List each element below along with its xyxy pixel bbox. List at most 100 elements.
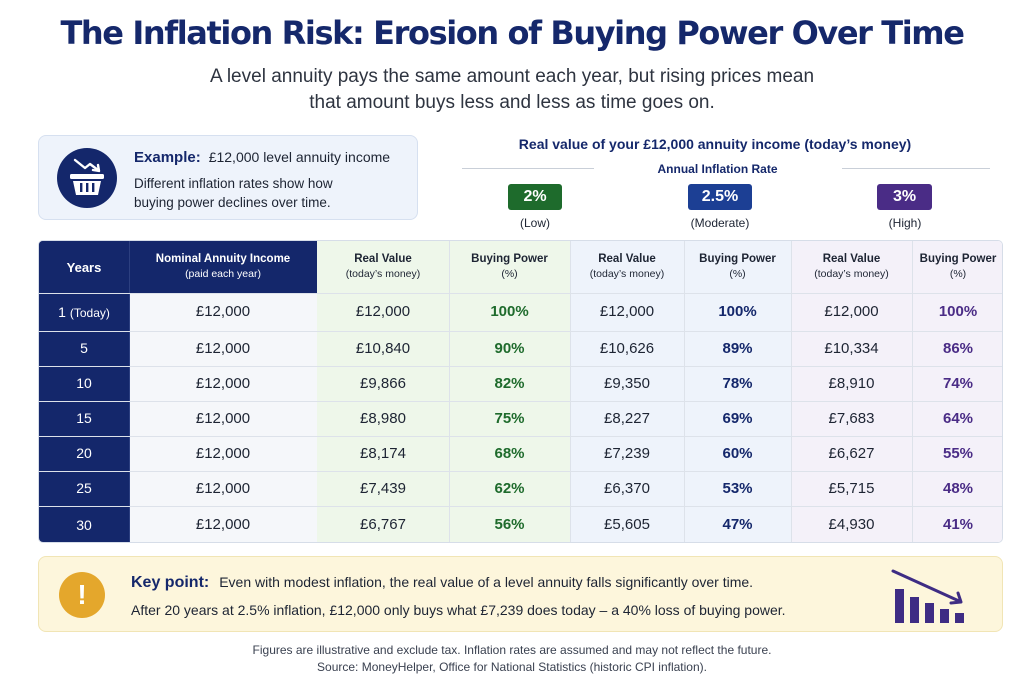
buying-power-low-cell: 62% bbox=[494, 480, 525, 497]
rate-badge-moderate: 2.5% bbox=[688, 184, 752, 210]
nominal-cell: £12,000 bbox=[195, 340, 251, 357]
real-value-high-cell: £12,000 bbox=[824, 303, 879, 320]
year-cell: 5 bbox=[39, 331, 129, 366]
header-buying-power-high: Buying Power (%) bbox=[919, 253, 997, 280]
header-real-value-high: Real Value (today’s money) bbox=[814, 253, 889, 280]
nominal-cell: £12,000 bbox=[195, 480, 251, 497]
header-nominal: Nominal Annuity Income (paid each year) bbox=[155, 253, 291, 280]
page-subtitle: A level annuity pays the same amount eac… bbox=[140, 64, 884, 116]
rate-badge-high: 3% bbox=[877, 184, 932, 210]
inflation-table: Years Nominal Annuity Income (paid each … bbox=[38, 240, 1003, 543]
row-divider bbox=[39, 293, 1002, 294]
rate-badge-low: 2% bbox=[508, 184, 562, 210]
year-cell: 20 bbox=[39, 436, 129, 471]
row-divider bbox=[39, 506, 1002, 507]
buying-power-moderate-cell: 89% bbox=[722, 340, 753, 357]
declining-bars-icon bbox=[889, 565, 969, 632]
header-real-value-low: Real Value (today’s money) bbox=[345, 253, 421, 280]
example-panel: Example: £12,000 level annuity income Dif… bbox=[38, 135, 418, 220]
nominal-cell: £12,000 bbox=[195, 410, 251, 427]
year-cell: 1 (Today) bbox=[39, 293, 129, 331]
rate-label-moderate: (Moderate) bbox=[690, 216, 750, 230]
year-value: 1 bbox=[58, 304, 66, 320]
buying-power-moderate-cell: 47% bbox=[722, 516, 753, 533]
buying-power-moderate-cell: 53% bbox=[722, 480, 753, 497]
year-value: 30 bbox=[76, 517, 92, 533]
year-value: 20 bbox=[76, 445, 92, 461]
real-value-high-cell: £10,334 bbox=[824, 340, 879, 357]
column-divider bbox=[570, 241, 571, 542]
nominal-cell: £12,000 bbox=[195, 303, 251, 320]
buying-power-high-cell: 64% bbox=[942, 410, 974, 427]
example-desc-line-2: buying power declines over time. bbox=[134, 195, 331, 210]
buying-power-high-cell: 74% bbox=[942, 375, 974, 392]
year-value: 15 bbox=[76, 410, 92, 426]
real-value-moderate-cell: £9,350 bbox=[604, 375, 650, 392]
buying-power-low-cell: 68% bbox=[494, 445, 525, 462]
key-point-line-2: After 20 years at 2.5% inflation, £12,00… bbox=[131, 602, 786, 618]
buying-power-high-cell: 48% bbox=[942, 480, 974, 497]
year-value: 10 bbox=[76, 375, 92, 391]
key-point-label: Key point: bbox=[131, 574, 210, 591]
moderate-rate-column-bg bbox=[570, 241, 791, 542]
row-divider bbox=[39, 331, 1002, 332]
buying-power-low-cell: 75% bbox=[494, 410, 525, 427]
low-rate-column-bg bbox=[317, 241, 570, 542]
exclamation-icon: ! bbox=[59, 572, 105, 618]
real-value-moderate-cell: £5,605 bbox=[604, 516, 650, 533]
real-value-moderate-cell: £10,626 bbox=[599, 340, 655, 357]
buying-power-low-cell: 56% bbox=[494, 516, 525, 533]
column-divider bbox=[791, 241, 792, 542]
table-header-dark bbox=[39, 241, 317, 293]
real-value-low-cell: £9,866 bbox=[360, 375, 406, 392]
year-cell: 15 bbox=[39, 401, 129, 436]
shopping-basket-decline-icon bbox=[57, 148, 117, 208]
column-divider bbox=[684, 241, 685, 542]
row-divider bbox=[39, 366, 1002, 367]
column-divider bbox=[129, 241, 130, 542]
real-value-high-cell: £7,683 bbox=[828, 410, 875, 427]
row-divider bbox=[39, 436, 1002, 437]
buying-power-moderate-cell: 100% bbox=[718, 303, 757, 320]
year-cell: 25 bbox=[39, 471, 129, 506]
buying-power-high-cell: 55% bbox=[942, 445, 974, 462]
rate-divider-left bbox=[462, 168, 594, 169]
buying-power-high-cell: 41% bbox=[942, 516, 974, 533]
example-description: Different inflation rates show how buyin… bbox=[134, 174, 404, 212]
nominal-cell: £12,000 bbox=[195, 375, 251, 392]
real-value-low-cell: £12,000 bbox=[355, 303, 411, 320]
buying-power-low-cell: 82% bbox=[494, 375, 525, 392]
real-value-title: Real value of your £12,000 annuity incom… bbox=[518, 136, 912, 152]
header-buying-power-moderate: Buying Power (%) bbox=[699, 253, 776, 280]
buying-power-moderate-cell: 60% bbox=[722, 445, 753, 462]
buying-power-moderate-cell: 78% bbox=[722, 375, 753, 392]
rate-divider-right bbox=[842, 168, 990, 169]
row-divider bbox=[39, 471, 1002, 472]
header-buying-power-low: Buying Power (%) bbox=[471, 253, 548, 280]
year-value: 25 bbox=[76, 480, 92, 496]
buying-power-low-cell: 90% bbox=[494, 340, 525, 357]
page-title: The Inflation Risk: Erosion of Buying Po… bbox=[60, 14, 964, 52]
footnote-source: Source: MoneyHelper, Office for National… bbox=[317, 660, 707, 674]
buying-power-high-cell: 100% bbox=[938, 303, 978, 320]
real-value-high-cell: £8,910 bbox=[828, 375, 875, 392]
buying-power-moderate-cell: 69% bbox=[722, 410, 753, 427]
real-value-high-cell: £5,715 bbox=[828, 480, 875, 497]
real-value-low-cell: £7,439 bbox=[360, 480, 406, 497]
example-value: £12,000 level annuity income bbox=[208, 149, 391, 165]
key-point-heading: Key point: Even with modest inflation, th… bbox=[131, 574, 753, 592]
rate-label-low: (Low) bbox=[519, 216, 550, 230]
year-value: 5 bbox=[80, 340, 88, 356]
high-rate-column-bg bbox=[791, 241, 1002, 542]
example-desc-line-1: Different inflation rates show how bbox=[134, 176, 333, 191]
real-value-low-cell: £6,767 bbox=[360, 516, 406, 533]
real-value-moderate-cell: £8,227 bbox=[604, 410, 650, 427]
rate-label-high: (High) bbox=[888, 216, 922, 230]
column-divider bbox=[912, 241, 913, 542]
example-label: Example: bbox=[134, 149, 201, 166]
inflation-rate-title: Annual Inflation Rate bbox=[657, 162, 778, 176]
nominal-cell: £12,000 bbox=[195, 445, 251, 462]
real-value-high-cell: £4,930 bbox=[828, 516, 875, 533]
example-heading: Example: £12,000 level annuity income bbox=[134, 149, 390, 166]
year-note: (Today) bbox=[69, 306, 110, 320]
